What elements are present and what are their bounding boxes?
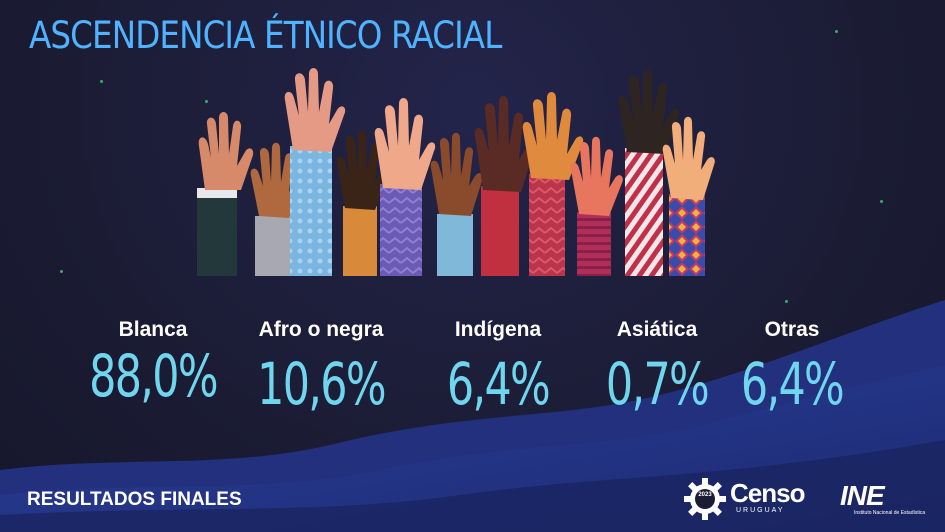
stat-label: Otras (764, 318, 820, 341)
star-dot (835, 30, 838, 33)
star-dot (60, 270, 63, 273)
stat-otras: Otras 6,4% (707, 318, 877, 414)
page-title: ASCENDENCIA ÉTNICO RACIAL (29, 14, 502, 57)
stat-value: 6,4% (740, 350, 845, 418)
stat-value: 0,7% (605, 350, 710, 418)
stat-indigena: Indígena 6,4% (413, 318, 583, 414)
star-dot (205, 100, 208, 103)
censo-logo: 2023 Censo URUGUAY (684, 477, 808, 521)
star-dot (880, 200, 883, 203)
star-dot (785, 300, 788, 303)
stat-label: Afro o negra (258, 318, 384, 341)
stat-value: 6,4% (446, 350, 551, 418)
stat-label: Asiática (616, 318, 698, 341)
raised-hands-illustration (197, 68, 715, 276)
stat-value: 88,0% (89, 342, 218, 410)
censo-logo-text: Censo (730, 478, 805, 508)
stat-label: Indígena (454, 318, 542, 341)
ine-logo-text: INE (840, 480, 885, 511)
stat-value: 10,6% (257, 350, 386, 418)
censo-logo-subtitle: URUGUAY (736, 507, 785, 514)
stat-afro-o-negra: Afro o negra 10,6% (236, 318, 406, 414)
stat-blanca: Blanca 88,0% (68, 318, 238, 406)
stat-label: Blanca (118, 318, 188, 341)
star-dot (100, 80, 103, 83)
censo-year: 2023 (698, 492, 712, 498)
gear-icon (684, 478, 726, 520)
star-dot (470, 25, 473, 28)
ine-logo-subtitle: Instituto Nacional de Estadística (854, 510, 926, 516)
ine-logo: INE Instituto Nacional de Estadística (836, 480, 925, 520)
stat-asiatica: Asiática 0,7% (572, 318, 742, 414)
footer-label: RESULTADOS FINALES (27, 489, 242, 510)
